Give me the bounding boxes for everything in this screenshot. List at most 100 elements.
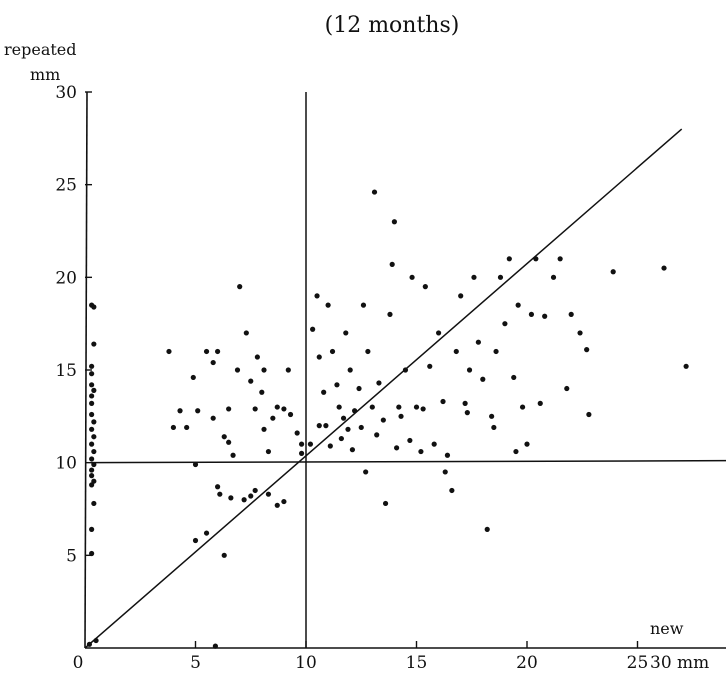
data-point (210, 415, 216, 421)
data-point (184, 424, 190, 431)
data-point (444, 452, 451, 458)
data-point (610, 269, 616, 275)
data-point (513, 448, 519, 455)
data-point (166, 348, 172, 355)
y-tick-label: 30 (55, 83, 77, 103)
data-point (89, 400, 95, 406)
data-point (281, 406, 287, 412)
data-point (252, 487, 258, 494)
data-point (387, 311, 393, 317)
data-point (480, 376, 486, 382)
x-axis-label: new (650, 619, 684, 638)
data-point (661, 265, 667, 271)
data-point (334, 382, 340, 388)
data-point (502, 321, 508, 327)
data-point (389, 261, 395, 267)
data-point (466, 367, 473, 373)
data-point (274, 502, 280, 508)
data-point (298, 450, 305, 456)
data-point (248, 493, 254, 499)
data-point (336, 404, 342, 410)
data-point (93, 637, 99, 644)
data-point (89, 371, 95, 377)
data-point (210, 359, 216, 366)
data-point (91, 461, 97, 468)
data-point (323, 423, 329, 429)
data-point (254, 354, 260, 360)
x-tick-label: 0 (73, 653, 84, 673)
data-point (683, 363, 689, 369)
data-point (557, 256, 563, 262)
y-axis-unit-label: mm (30, 65, 60, 84)
y-tick-label: 15 (55, 361, 77, 381)
data-point (298, 441, 305, 447)
data-point (170, 424, 176, 431)
data-point (515, 302, 521, 308)
data-point (195, 408, 201, 414)
data-point (327, 443, 333, 449)
data-point (241, 497, 247, 503)
data-point (349, 447, 356, 453)
data-point (550, 274, 557, 280)
data-point (464, 410, 470, 416)
data-point (493, 348, 499, 355)
data-point (215, 348, 221, 355)
data-point (265, 448, 272, 455)
data-point (89, 393, 95, 399)
data-point (458, 293, 464, 299)
data-point (407, 437, 413, 444)
data-point (203, 530, 210, 536)
data-point (89, 426, 95, 432)
data-point (356, 385, 362, 392)
data-point (497, 274, 504, 280)
x-tick-label: 15 (406, 653, 428, 673)
y-tick-label: 5 (66, 546, 77, 566)
data-point (265, 491, 272, 497)
x-tick-label: 25 (627, 653, 649, 673)
data-point (91, 434, 97, 440)
data-point (371, 189, 378, 195)
data-point (212, 643, 218, 649)
x-tick-label: 5 (190, 653, 201, 673)
data-point (316, 423, 322, 429)
data-point (374, 432, 380, 438)
data-point (91, 500, 97, 507)
data-point (338, 435, 344, 442)
data-point (177, 408, 183, 414)
data-point (369, 404, 375, 410)
data-point (287, 411, 294, 418)
data-point (365, 348, 371, 355)
data-point (215, 484, 221, 490)
data-point (89, 411, 95, 418)
data-point (577, 330, 583, 336)
data-point (475, 339, 481, 345)
data-point (382, 500, 389, 507)
data-point (449, 487, 455, 494)
data-point (226, 406, 232, 412)
data-point (89, 456, 95, 462)
data-point (391, 219, 397, 225)
data-point (203, 348, 210, 355)
data-point (91, 448, 97, 455)
data-point (192, 537, 199, 544)
data-point (462, 400, 468, 406)
data-point (537, 400, 543, 406)
data-point (89, 482, 95, 488)
data-point (453, 348, 459, 355)
data-point (347, 367, 353, 373)
data-point (363, 469, 369, 475)
y-tick-label: 20 (55, 268, 77, 288)
data-point (519, 404, 526, 410)
data-point (294, 430, 300, 436)
data-point (584, 347, 590, 353)
data-point (586, 411, 592, 418)
data-point (89, 382, 95, 388)
y-axis-label: repeated (4, 40, 77, 59)
data-point (394, 445, 400, 451)
data-point (524, 441, 530, 447)
data-point (396, 404, 402, 410)
y-tick-label: 10 (55, 454, 77, 474)
data-point (422, 284, 428, 290)
data-point (528, 311, 535, 317)
